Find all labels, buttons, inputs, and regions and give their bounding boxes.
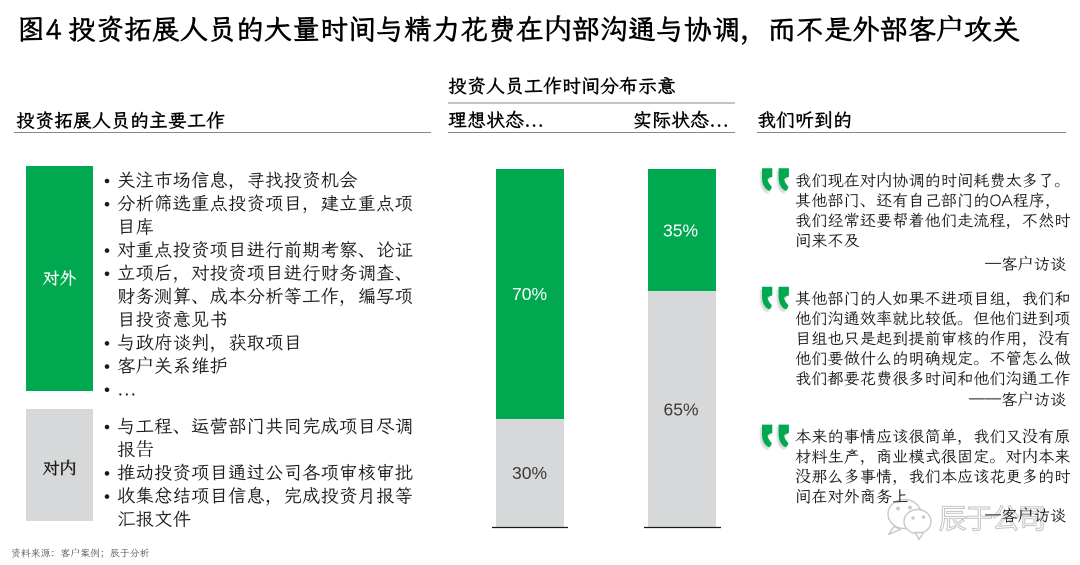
svg-text:30%: 30%	[512, 463, 547, 483]
svg-text:35%: 35%	[663, 220, 698, 240]
svg-text:70%: 70%	[512, 284, 547, 304]
svg-text:65%: 65%	[663, 399, 698, 419]
